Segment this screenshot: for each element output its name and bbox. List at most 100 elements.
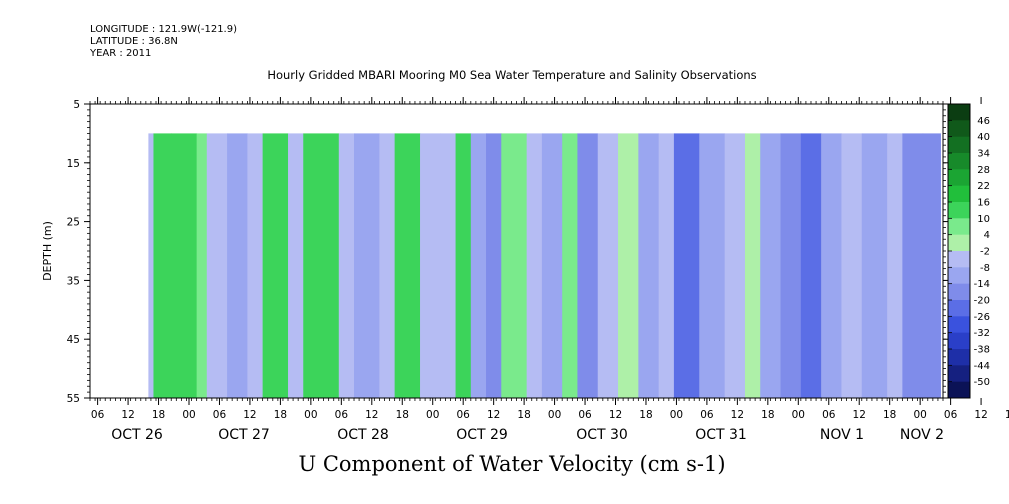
heatmap-band [673, 133, 700, 398]
heatmap-cells [148, 133, 941, 398]
heatmap-band [841, 133, 863, 398]
heatmap-band [821, 133, 842, 398]
x-hour-label: 06 [578, 409, 592, 421]
x-hour-label: 00 [426, 409, 439, 421]
colorbar-swatch [948, 202, 970, 219]
x-hour-label: 12 [365, 409, 378, 421]
heatmap-band [780, 133, 802, 398]
x-hour-label: 06 [822, 409, 836, 421]
x-hour-label: 06 [457, 409, 471, 421]
heatmap-band [171, 133, 198, 398]
y-tick-label: 5 [73, 99, 80, 111]
colorbar-swatch [948, 316, 970, 334]
x-date-label: NOV 1 [820, 427, 864, 443]
x-hour-label: 12 [974, 409, 987, 421]
x-date-label: OCT 29 [456, 427, 508, 443]
colorbar-swatch [948, 169, 970, 187]
x-axis-label: U Component of Water Velocity (cm s-1) [298, 452, 726, 476]
heatmap-band [744, 133, 761, 398]
heatmap-band [760, 133, 782, 398]
x-hour-label: 00 [182, 409, 195, 421]
x-hour-label: 12 [853, 409, 866, 421]
heatmap-band [303, 133, 340, 398]
heatmap-band [262, 133, 289, 398]
heatmap-band [922, 133, 941, 398]
x-hour-label: 18 [639, 409, 652, 421]
heatmap-band [638, 133, 660, 398]
colorbar-swatch [948, 136, 970, 154]
heatmap-band [455, 133, 472, 398]
colorbar-label: 34 [977, 149, 990, 160]
heatmap-band [486, 133, 502, 398]
x-hour-label: 12 [121, 409, 134, 421]
latitude-label: LATITUDE : 36.8N [90, 36, 178, 47]
heatmap-band [577, 133, 599, 398]
colorbar-swatch [948, 267, 970, 285]
colorbar-label: -50 [974, 377, 990, 388]
colorbar: 46 40 34 28 22 16 10 4 -2 -8 -14 -20 -26 -32 -38 -44 -50 [947, 103, 990, 399]
y-axis-label: DEPTH (m) [41, 221, 54, 281]
colorbar-label: 28 [977, 165, 990, 176]
colorbar-label: -38 [974, 345, 990, 356]
heatmap-band [227, 133, 248, 398]
colorbar-label: 46 [977, 116, 990, 127]
colorbar-swatch [948, 332, 970, 350]
heatmap-band [800, 133, 822, 398]
colorbar-swatch [948, 185, 970, 203]
x-hour-label: 12 [243, 409, 256, 421]
heatmap-band [288, 133, 304, 398]
x-date-label: OCT 31 [695, 427, 747, 443]
x-hour-label: 12 [731, 409, 744, 421]
colorbar-swatch [948, 234, 970, 252]
x-date-label: OCT 30 [576, 427, 628, 443]
heatmap-band [153, 133, 172, 398]
heatmap-band [618, 133, 639, 398]
x-hour-label: 06 [213, 409, 227, 421]
colorbar-label: -2 [980, 247, 990, 258]
y-tick-label: 15 [67, 158, 80, 170]
metadata-block: LONGITUDE : 121.9W(-121.9) LATITUDE : 36… [90, 24, 237, 60]
heatmap-band [247, 133, 264, 398]
colorbar-swatch [948, 300, 970, 317]
x-hour-label: 18 [761, 409, 774, 421]
colorbar-label: -8 [980, 263, 990, 274]
heatmap-band [394, 133, 421, 398]
colorbar-label: 10 [977, 214, 990, 225]
heatmap-band [562, 133, 578, 398]
heatmap-band [440, 133, 457, 398]
x-hour-label: 00 [913, 409, 926, 421]
colorbar-label: -32 [974, 328, 990, 339]
heatmap-band [699, 133, 726, 398]
x-date-label: NOV 2 [900, 427, 944, 443]
heatmap-band [861, 133, 888, 398]
colorbar-swatch [948, 349, 970, 366]
year-label: YEAR : 2011 [90, 48, 152, 59]
x-hour-label: 06 [91, 409, 105, 421]
y-tick-label: 35 [67, 275, 80, 287]
colorbar-label: 4 [984, 230, 990, 241]
x-hour-label: 00 [670, 409, 683, 421]
x-hour-label: 18 [396, 409, 409, 421]
colorbar-label: 40 [977, 132, 990, 143]
x-hour-label: 18 [517, 409, 530, 421]
x-hour-label: 06 [335, 409, 349, 421]
x-hour-label: 00 [548, 409, 561, 421]
colorbar-swatch [948, 381, 970, 399]
heatmap-band [354, 133, 380, 398]
x-hour-label: 12 [609, 409, 622, 421]
heatmap-band [501, 133, 528, 398]
colorbar-swatch [948, 104, 970, 121]
longitude-label: LONGITUDE : 121.9W(-121.9) [90, 24, 237, 35]
x-hour-label: 00 [304, 409, 317, 421]
colorbar-label: -44 [974, 361, 990, 372]
y-tick-label: 25 [67, 217, 80, 229]
heatmap-band [541, 133, 563, 398]
colorbar-swatch [948, 365, 970, 383]
colorbar-swatch [948, 218, 970, 236]
heatmap-band [196, 133, 208, 398]
heatmap-band [206, 133, 228, 398]
heatmap-band [338, 133, 355, 398]
colorbar-swatch [948, 153, 970, 170]
colorbar-swatch [948, 283, 970, 301]
colorbar-label: 22 [977, 181, 990, 192]
